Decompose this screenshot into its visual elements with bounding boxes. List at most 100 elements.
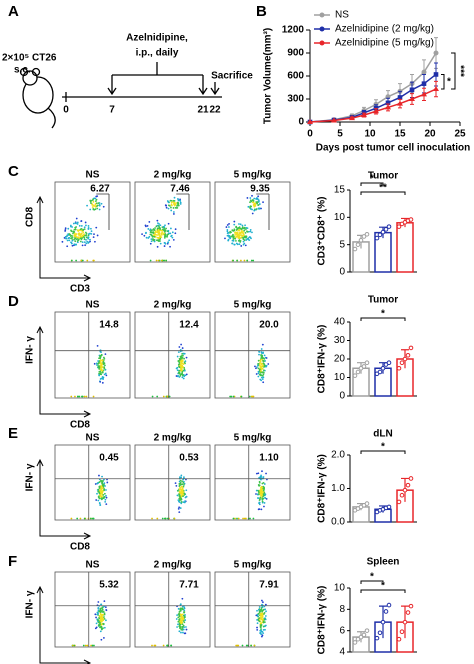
- cell-dot: [235, 239, 237, 242]
- cell-dot: [89, 240, 91, 243]
- cell-dot: [166, 644, 168, 647]
- cell-dot: [240, 245, 243, 247]
- cell-dot: [83, 517, 86, 520]
- sig-label: **: [379, 183, 387, 194]
- cell-dot: [265, 365, 267, 368]
- cell-dot: [149, 259, 152, 262]
- cell-dot: [175, 375, 178, 377]
- cell-dot: [239, 241, 242, 243]
- cell-dot: [149, 242, 152, 245]
- data-point: [361, 234, 367, 239]
- cell-dot: [73, 238, 75, 241]
- cell-dot: [100, 351, 102, 354]
- cell-dot: [263, 354, 266, 357]
- cell-dot: [258, 606, 261, 608]
- cell-dot: [105, 619, 107, 622]
- cell-dot: [185, 489, 188, 492]
- cell-dot: [258, 370, 261, 373]
- cell-dot: [103, 626, 106, 629]
- cell-dot: [71, 644, 74, 647]
- cell-dot: [77, 236, 80, 238]
- cell-dot: [76, 517, 79, 520]
- data-point: [399, 360, 405, 366]
- cell-dot: [147, 228, 150, 230]
- cell-dot: [176, 494, 179, 497]
- data-point: [399, 492, 405, 498]
- cell-dot: [185, 626, 187, 628]
- y-axis-title: CD3⁺CD8⁺ (%): [317, 197, 328, 266]
- cell-dot: [262, 632, 265, 635]
- cell-dot: [251, 231, 253, 234]
- cell-dot: [178, 614, 181, 617]
- marker: [421, 81, 427, 86]
- day-label: 0: [63, 105, 69, 116]
- y-tick-label: 20: [334, 354, 346, 365]
- day-label: 7: [109, 105, 115, 116]
- cell-dot: [81, 395, 84, 398]
- cell-dot: [74, 222, 77, 225]
- cell-dot: [229, 237, 232, 240]
- cell-dot: [265, 610, 267, 613]
- cell-dot: [258, 620, 261, 623]
- quadrant-lines: [215, 312, 290, 398]
- cell-dot: [103, 357, 106, 360]
- cell-dot: [87, 227, 90, 230]
- cell-dot: [141, 233, 143, 236]
- cell-dot: [105, 489, 107, 491]
- cell-dot: [71, 239, 74, 242]
- cell-dot: [262, 476, 265, 478]
- cell-dot: [261, 612, 264, 615]
- cell-dot: [70, 234, 73, 237]
- cell-dot: [175, 484, 178, 487]
- cell-dot: [180, 501, 183, 503]
- data-point: [396, 499, 402, 505]
- cell-dot: [180, 474, 183, 477]
- cell-dot: [165, 227, 167, 230]
- series-line: [309, 88, 437, 123]
- cell-dot: [71, 244, 74, 247]
- cell-dot: [181, 490, 184, 493]
- mouse-ear: [31, 67, 41, 77]
- gate-value: 5.32: [99, 580, 119, 591]
- cell-dot: [263, 483, 266, 485]
- cell-dot: [66, 239, 69, 242]
- y-tick-label: 10: [334, 212, 346, 223]
- gate-value: 7.46: [170, 184, 190, 195]
- cell-dot: [179, 358, 181, 361]
- data-point: [396, 636, 402, 642]
- cell-dot: [264, 608, 267, 611]
- cell-dot: [92, 208, 95, 210]
- cell-dot: [257, 362, 259, 365]
- cell-dot: [85, 232, 88, 235]
- cell-dot: [232, 230, 235, 232]
- cell-dot: [259, 373, 262, 376]
- cell-dot: [180, 494, 183, 497]
- flow-x-label: CD8: [70, 420, 90, 431]
- data-point: [402, 487, 408, 493]
- cell-dot: [104, 500, 107, 503]
- cell-dot: [258, 207, 261, 210]
- data-point: [374, 635, 380, 641]
- x-tick-label: 0: [307, 129, 313, 140]
- cell-dot: [263, 505, 265, 508]
- cell-dot: [81, 235, 84, 238]
- cell-dot: [260, 474, 262, 477]
- cell-dot: [147, 237, 150, 239]
- cell-dot: [260, 348, 263, 350]
- cell-dot: [183, 476, 185, 479]
- cell-dot: [261, 470, 263, 473]
- cell-dot: [81, 237, 84, 239]
- cell-dot: [83, 226, 86, 229]
- cell-dot: [93, 644, 95, 647]
- cell-dot: [94, 200, 97, 203]
- cell-dot: [106, 481, 109, 484]
- marker: [421, 91, 427, 97]
- cell-dot: [231, 235, 234, 238]
- cell-dot: [232, 517, 235, 520]
- cell-dot: [80, 220, 83, 223]
- chart-title: Spleen: [367, 557, 400, 568]
- cell-dot: [157, 236, 160, 239]
- cell-dot: [85, 236, 88, 239]
- cell-dot: [231, 239, 234, 242]
